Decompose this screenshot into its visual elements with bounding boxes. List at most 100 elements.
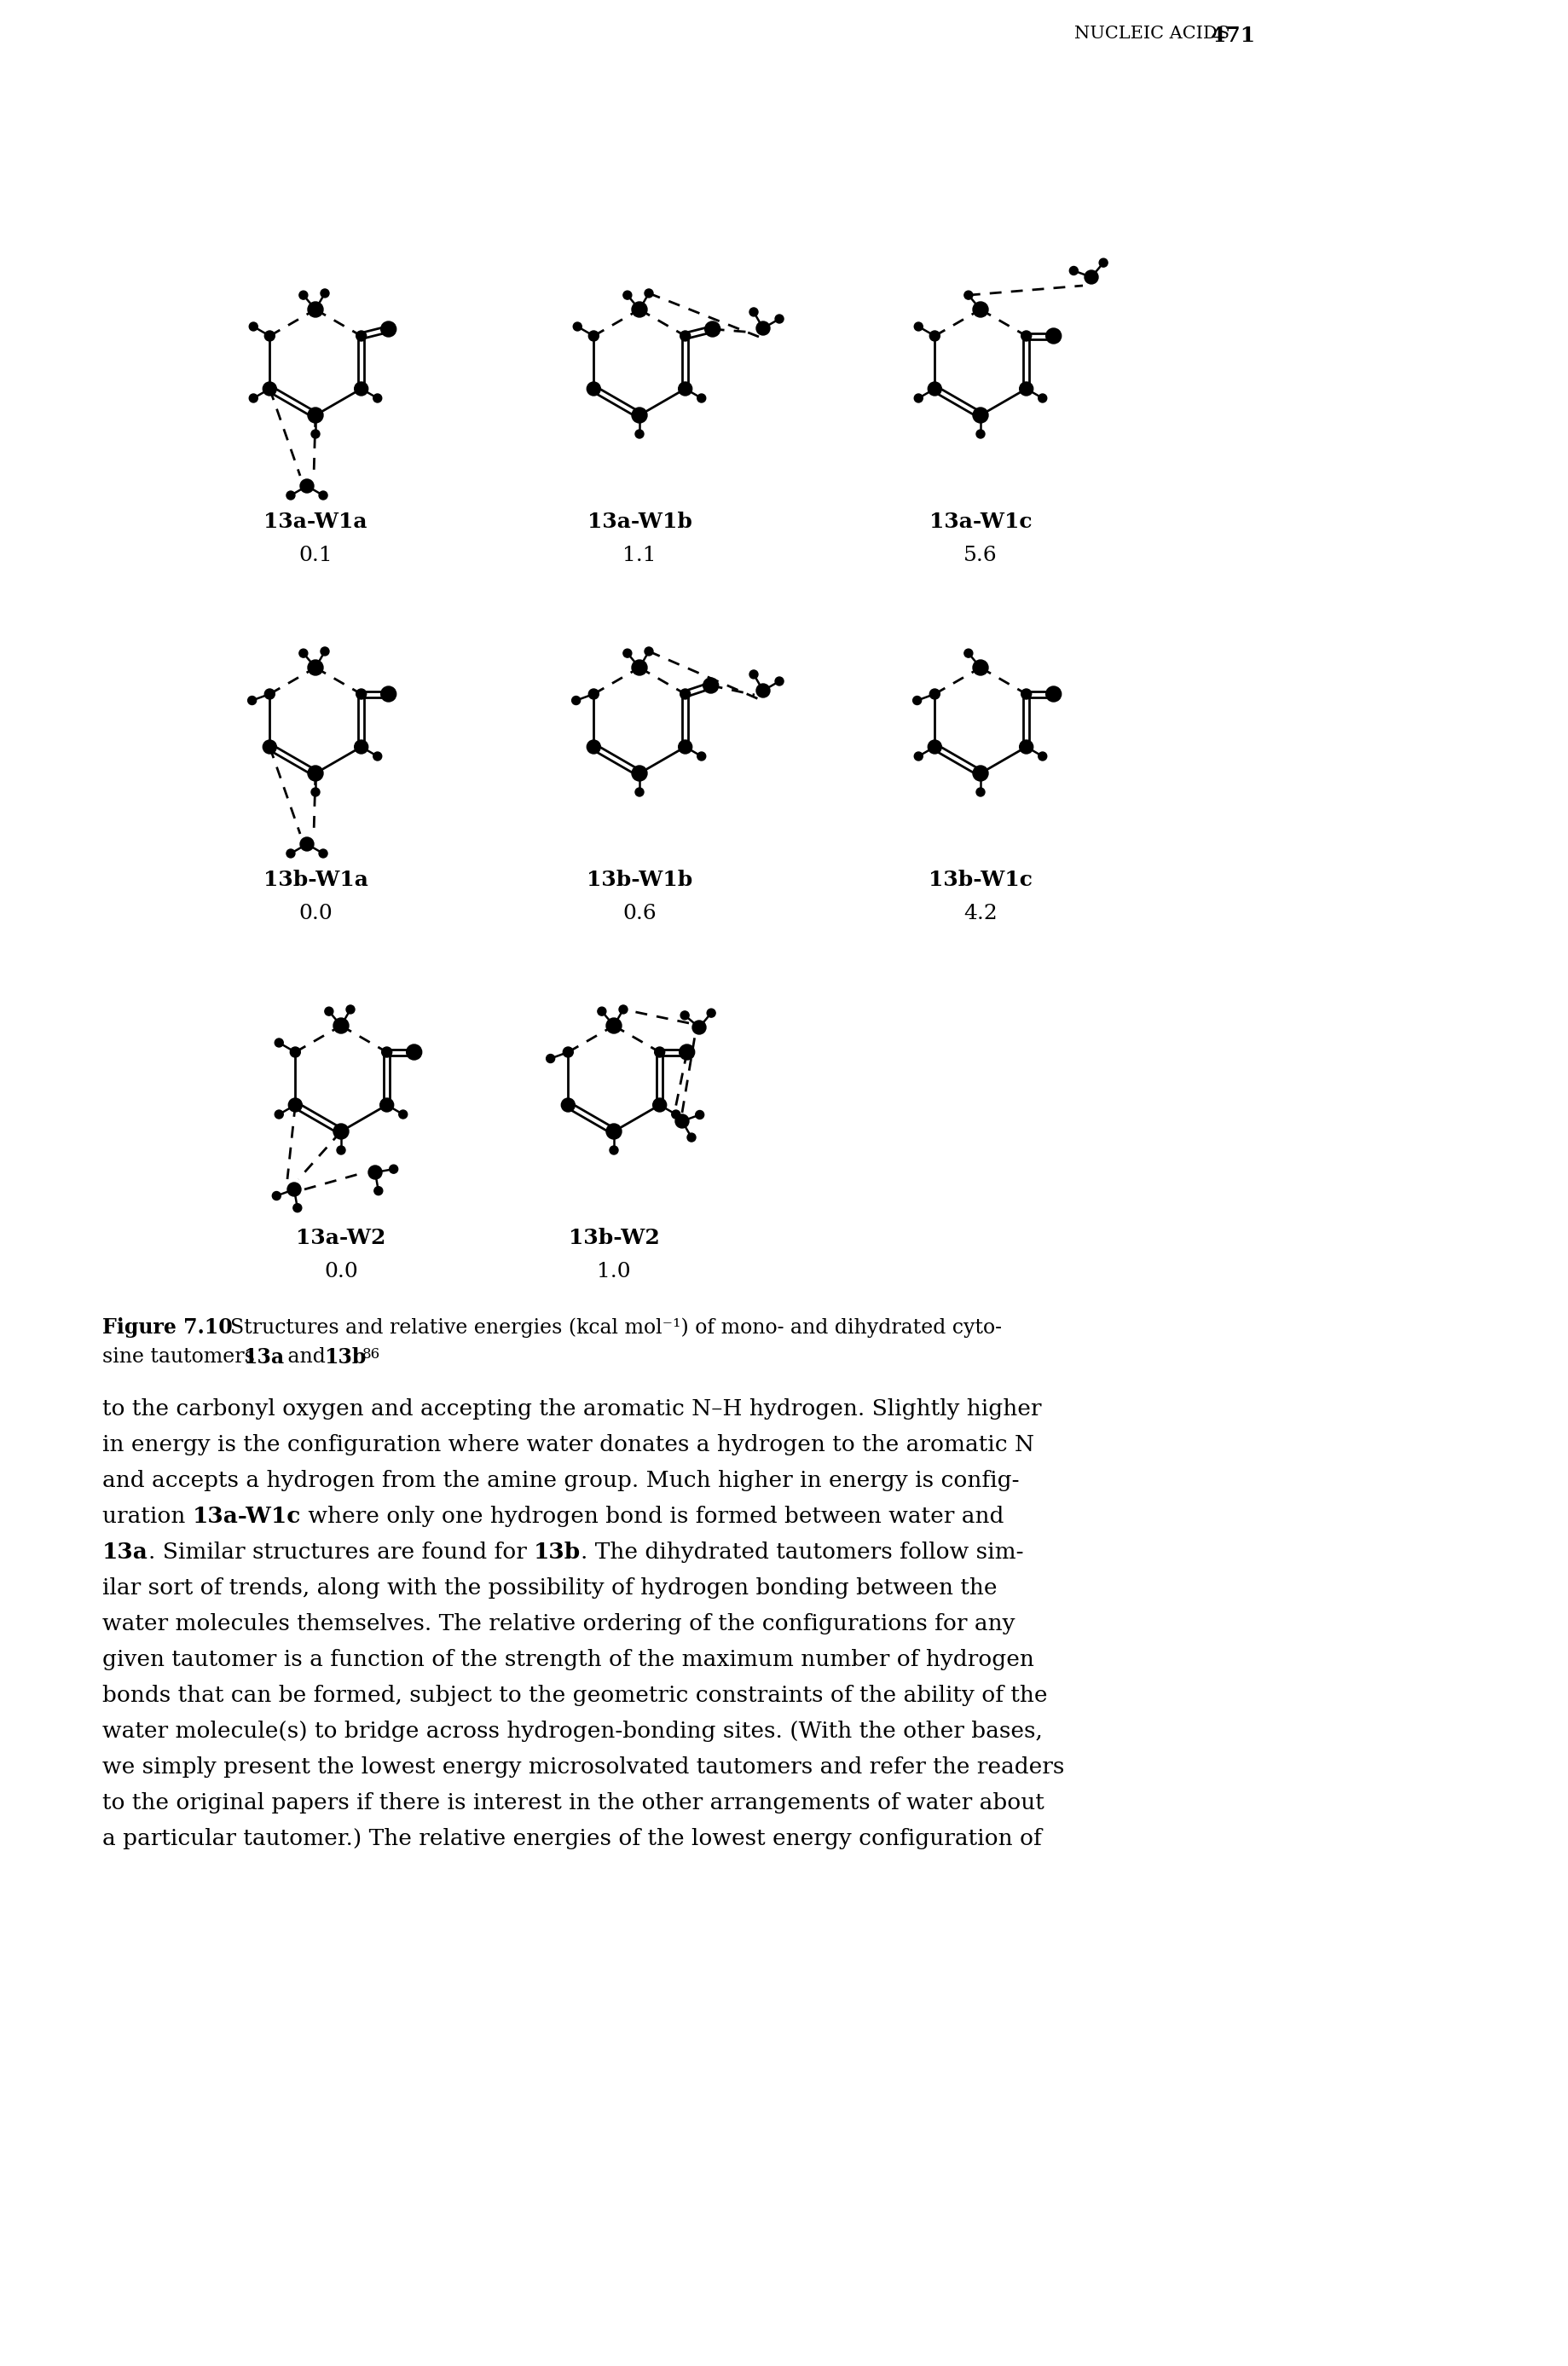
Circle shape — [632, 767, 648, 781]
Circle shape — [605, 1017, 621, 1034]
Circle shape — [975, 431, 985, 438]
Circle shape — [307, 303, 323, 317]
Circle shape — [610, 1145, 618, 1155]
Circle shape — [307, 660, 323, 674]
Circle shape — [381, 322, 397, 336]
Circle shape — [635, 431, 643, 438]
Circle shape — [681, 331, 690, 341]
Circle shape — [605, 1124, 621, 1138]
Circle shape — [1038, 393, 1046, 402]
Circle shape — [379, 1098, 394, 1112]
Circle shape — [702, 677, 718, 693]
Circle shape — [561, 1098, 574, 1112]
Circle shape — [389, 1164, 398, 1174]
Circle shape — [1046, 686, 1060, 703]
Circle shape — [775, 315, 782, 324]
Circle shape — [632, 407, 648, 424]
Circle shape — [265, 331, 274, 341]
Circle shape — [707, 1008, 715, 1017]
Circle shape — [588, 331, 599, 341]
Circle shape — [622, 291, 632, 300]
Circle shape — [930, 331, 939, 341]
Text: 0.1: 0.1 — [298, 547, 332, 565]
Circle shape — [299, 838, 314, 852]
Circle shape — [1046, 329, 1060, 343]
Circle shape — [249, 322, 257, 331]
Circle shape — [299, 291, 307, 300]
Circle shape — [632, 303, 648, 317]
Text: water molecule(s) to bridge across hydrogen-bonding sites. (With the other bases: water molecule(s) to bridge across hydro… — [102, 1720, 1043, 1741]
Circle shape — [249, 393, 257, 402]
Circle shape — [695, 1110, 704, 1119]
Circle shape — [622, 648, 632, 658]
Circle shape — [975, 788, 985, 797]
Circle shape — [635, 788, 643, 797]
Circle shape — [356, 689, 367, 698]
Circle shape — [914, 752, 922, 759]
Text: 5.6: 5.6 — [963, 547, 997, 565]
Circle shape — [381, 1048, 392, 1058]
Circle shape — [691, 1020, 706, 1034]
Circle shape — [677, 741, 691, 755]
Circle shape — [681, 689, 690, 698]
Circle shape — [337, 1145, 345, 1155]
Text: 13a-W1b: 13a-W1b — [586, 511, 691, 532]
Text: 13a-W1a: 13a-W1a — [263, 511, 367, 532]
Text: and: and — [281, 1346, 332, 1368]
Circle shape — [354, 381, 368, 395]
Circle shape — [679, 1043, 695, 1060]
Circle shape — [964, 648, 972, 658]
Circle shape — [373, 1188, 383, 1195]
Text: 86: 86 — [362, 1346, 379, 1360]
Circle shape — [972, 303, 988, 317]
Circle shape — [914, 393, 922, 402]
Circle shape — [1019, 741, 1033, 755]
Circle shape — [273, 1192, 281, 1200]
Circle shape — [696, 393, 706, 402]
Circle shape — [320, 289, 329, 298]
Text: uration: uration — [102, 1505, 193, 1526]
Text: and accepts a hydrogen from the amine group. Much higher in energy is config-: and accepts a hydrogen from the amine gr… — [102, 1469, 1019, 1491]
Circle shape — [964, 291, 972, 300]
Circle shape — [644, 646, 652, 655]
Circle shape — [696, 752, 706, 759]
Circle shape — [287, 849, 295, 859]
Circle shape — [334, 1017, 348, 1034]
Circle shape — [320, 646, 329, 655]
Circle shape — [263, 741, 276, 755]
Text: . The dihydrated tautomers follow sim-: . The dihydrated tautomers follow sim- — [580, 1543, 1024, 1564]
Text: NUCLEIC ACIDS: NUCLEIC ACIDS — [1074, 26, 1229, 43]
Text: 13a-W1c: 13a-W1c — [928, 511, 1032, 532]
Circle shape — [307, 407, 323, 424]
Circle shape — [1099, 258, 1107, 267]
Circle shape — [289, 1098, 303, 1112]
Circle shape — [972, 660, 988, 674]
Circle shape — [914, 322, 922, 331]
Circle shape — [972, 767, 988, 781]
Circle shape — [677, 381, 691, 395]
Text: 0.6: 0.6 — [622, 904, 655, 923]
Circle shape — [674, 1114, 688, 1129]
Circle shape — [274, 1039, 284, 1048]
Text: given tautomer is a function of the strength of the maximum number of hydrogen: given tautomer is a function of the stre… — [102, 1649, 1033, 1670]
Circle shape — [310, 788, 320, 797]
Circle shape — [1021, 689, 1030, 698]
Text: 1.1: 1.1 — [622, 547, 655, 565]
Text: a particular tautomer.) The relative energies of the lowest energy configuration: a particular tautomer.) The relative ene… — [102, 1829, 1041, 1850]
Circle shape — [263, 381, 276, 395]
Text: 0.0: 0.0 — [298, 904, 332, 923]
Text: sine tautomers: sine tautomers — [102, 1346, 262, 1368]
Circle shape — [299, 648, 307, 658]
Circle shape — [287, 1183, 301, 1197]
Circle shape — [1083, 270, 1098, 284]
Circle shape — [619, 1006, 627, 1013]
Circle shape — [310, 431, 320, 438]
Circle shape — [588, 689, 599, 698]
Circle shape — [681, 1010, 688, 1020]
Circle shape — [756, 322, 770, 336]
Text: 13b: 13b — [325, 1346, 365, 1368]
Text: 13b-W1b: 13b-W1b — [586, 871, 691, 890]
Circle shape — [644, 289, 652, 298]
Circle shape — [354, 741, 368, 755]
Text: . Similar structures are found for: . Similar structures are found for — [147, 1543, 533, 1564]
